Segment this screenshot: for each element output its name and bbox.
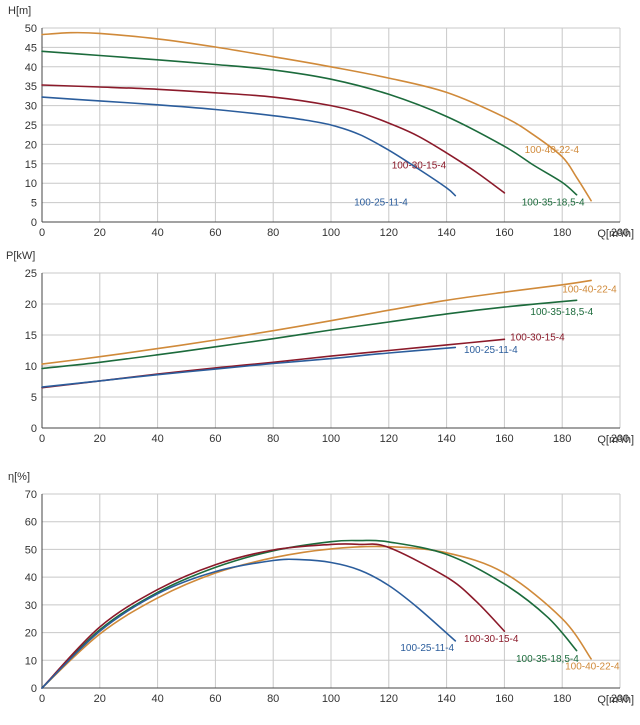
x-tick-label: 80 (267, 433, 279, 445)
y-tick-label: 20 (25, 628, 37, 640)
y-tick-label: 50 (25, 544, 37, 556)
x-tick-label: 40 (151, 227, 163, 239)
y-tick-label: 30 (25, 600, 37, 612)
series-line-100-35-18-5-4 (41, 539, 578, 689)
x-tick-label: 180 (553, 693, 571, 705)
x-tick-label: 40 (151, 433, 163, 445)
x-tick-label: 120 (380, 433, 398, 445)
y-tick-label: 50 (25, 23, 37, 35)
x-tick-label: 0 (39, 227, 45, 239)
x-tick-label: 140 (437, 227, 455, 239)
x-tick-label: 160 (495, 693, 513, 705)
y-tick-label: 25 (25, 268, 37, 280)
series-label: 100-30-15-4 (464, 634, 519, 645)
y-tick-label: 0 (31, 217, 37, 229)
x-tick-label: 40 (151, 693, 163, 705)
y-axis-title: η[%] (8, 471, 30, 483)
x-tick-label: 120 (380, 227, 398, 239)
series-line-100-25-11-4 (41, 346, 457, 388)
x-tick-label: 100 (322, 227, 340, 239)
x-tick-label: 20 (94, 227, 106, 239)
y-tick-label: 15 (25, 330, 37, 342)
x-tick-label: 0 (39, 693, 45, 705)
y-tick-label: 20 (25, 299, 37, 311)
series-line-100-40-22-4 (41, 31, 592, 202)
head-chart: 0 20 40 60 80 100 120 140 160 180 200 0 5 10 15 20 25 30 3… (8, 5, 634, 240)
series-line-100-25-11-4 (41, 558, 457, 689)
x-tick-label: 60 (209, 227, 221, 239)
series-line-100-35-18-5-4 (41, 50, 578, 196)
y-tick-label: 0 (31, 423, 37, 435)
series-line-100-35-18-5-4 (41, 299, 578, 370)
y-tick-label: 10 (25, 178, 37, 190)
x-tick-label: 120 (380, 693, 398, 705)
series-label: 100-35-18,5-4 (516, 654, 579, 665)
x-axis-title: Q[m³/h] (597, 694, 634, 706)
y-tick-label: 70 (25, 489, 37, 501)
y-axis-title: H[m] (8, 5, 31, 17)
x-tick-label: 140 (437, 433, 455, 445)
x-tick-label: 180 (553, 227, 571, 239)
x-tick-label: 60 (209, 693, 221, 705)
x-tick-label: 80 (267, 693, 279, 705)
y-tick-label: 0 (31, 683, 37, 695)
y-tick-label: 60 (25, 517, 37, 529)
power-chart: 0 20 40 60 80 100 120 140 160 180 200 0 5 10 15 20 25 P[k… (6, 250, 634, 446)
x-tick-label: 200 (611, 227, 629, 239)
y-tick-label: 5 (31, 198, 37, 210)
series-label: 100-40-22-4 (562, 285, 617, 296)
series-line-100-25-11-4 (41, 96, 457, 197)
x-tick-label: 160 (495, 433, 513, 445)
series-label: 100-25-11-4 (400, 643, 454, 654)
x-tick-label: 100 (322, 433, 340, 445)
y-tick-label: 30 (25, 101, 37, 113)
y-tick-label: 15 (25, 159, 37, 171)
x-axis-title: Q[m³/h] (597, 434, 634, 446)
series-line-100-30-15-4 (41, 543, 506, 689)
x-tick-label: 100 (322, 693, 340, 705)
series-label: 100-35-18,5-4 (522, 198, 585, 209)
y-tick-label: 45 (25, 42, 37, 54)
x-tick-label: 20 (94, 693, 106, 705)
x-tick-label: 160 (495, 227, 513, 239)
x-tick-label: 200 (611, 693, 629, 705)
grid (42, 272, 621, 428)
series-label: 100-40-22-4 (525, 145, 580, 156)
x-tick-label: 20 (94, 433, 106, 445)
y-tick-label: 35 (25, 81, 37, 93)
y-tick-label: 10 (25, 655, 37, 667)
y-tick-label: 20 (25, 139, 37, 151)
series-label: 100-30-15-4 (392, 161, 447, 172)
x-tick-label: 80 (267, 227, 279, 239)
series-label: 100-25-11-4 (354, 198, 408, 209)
x-tick-label: 180 (553, 433, 571, 445)
y-axis-title: P[kW] (6, 250, 35, 262)
x-tick-label: 60 (209, 433, 221, 445)
y-tick-label: 10 (25, 361, 37, 373)
x-tick-label: 200 (611, 433, 629, 445)
series-line-100-40-22-4 (41, 279, 592, 365)
series-label: 100-40-22-4 (565, 661, 620, 672)
y-tick-label: 25 (25, 120, 37, 132)
series-label: 100-25-11-4 (464, 345, 518, 356)
series-line-100-40-22-4 (41, 545, 592, 689)
series-line-100-30-15-4 (41, 84, 506, 194)
series-label: 100-35-18,5-4 (530, 307, 593, 318)
y-tick-label: 5 (31, 392, 37, 404)
x-tick-label: 140 (437, 693, 455, 705)
efficiency-chart: 0 20 40 60 80 100 120 140 160 180 200 0 10 20 30 40 50 60… (8, 471, 634, 706)
x-tick-label: 0 (39, 433, 45, 445)
x-axis-title: Q[m³/h] (597, 228, 634, 240)
y-tick-label: 40 (25, 572, 37, 584)
series-label: 100-30-15-4 (510, 332, 565, 343)
y-tick-label: 40 (25, 62, 37, 74)
